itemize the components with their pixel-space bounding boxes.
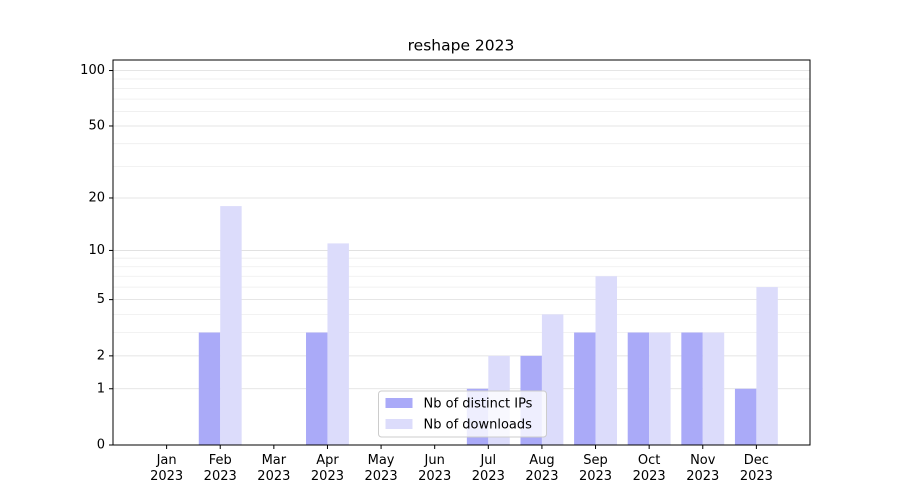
bar (734, 388, 757, 445)
y-tick-label: 10 (88, 243, 105, 258)
y-tick-label: 0 (97, 438, 105, 453)
y-tick-label: 20 (88, 190, 105, 205)
legend-frame (378, 390, 547, 438)
x-tick-label: Mar 2023 (257, 453, 291, 484)
bar (649, 332, 671, 445)
bar (541, 314, 564, 445)
bar (595, 276, 617, 445)
x-tick-label: Nov 2023 (686, 453, 720, 484)
x-tick-label: Jan 2023 (150, 453, 184, 484)
x-tick-label: Aug 2023 (525, 453, 559, 484)
bar (627, 332, 650, 445)
bar (306, 332, 328, 445)
x-tick-label: May 2023 (364, 453, 398, 484)
x-tick-label: Feb 2023 (203, 453, 237, 484)
x-tick-label: Jun 2023 (418, 453, 452, 484)
y-tick-label: 5 (97, 292, 105, 307)
bar (198, 332, 221, 445)
legend: Nb of distinct IPs Nb of downloads (378, 390, 547, 438)
bar (756, 287, 778, 445)
legend-label: Nb of distinct IPs (424, 397, 533, 412)
bar (327, 243, 349, 445)
legend-label: Nb of downloads (424, 418, 533, 433)
x-tick-label: Apr 2023 (310, 453, 344, 484)
y-tick-label: 50 (88, 118, 105, 133)
y-tick-label: 1 (97, 381, 105, 396)
x-tick-label: Oct 2023 (632, 453, 666, 484)
bar (702, 332, 725, 445)
chart-title: reshape 2023 (408, 37, 515, 55)
y-tick-label: 100 (80, 63, 105, 78)
bar (220, 206, 242, 445)
bar (574, 332, 596, 445)
plot-frame (112, 59, 811, 446)
legend-swatch (385, 419, 413, 429)
bar (681, 332, 703, 445)
legend-swatch (385, 398, 413, 408)
x-tick-label: Sep 2023 (578, 453, 613, 484)
y-tick-label: 2 (97, 348, 105, 363)
x-tick-label: Dec 2023 (739, 453, 773, 484)
x-tick-label: Jul 2023 (471, 453, 505, 484)
